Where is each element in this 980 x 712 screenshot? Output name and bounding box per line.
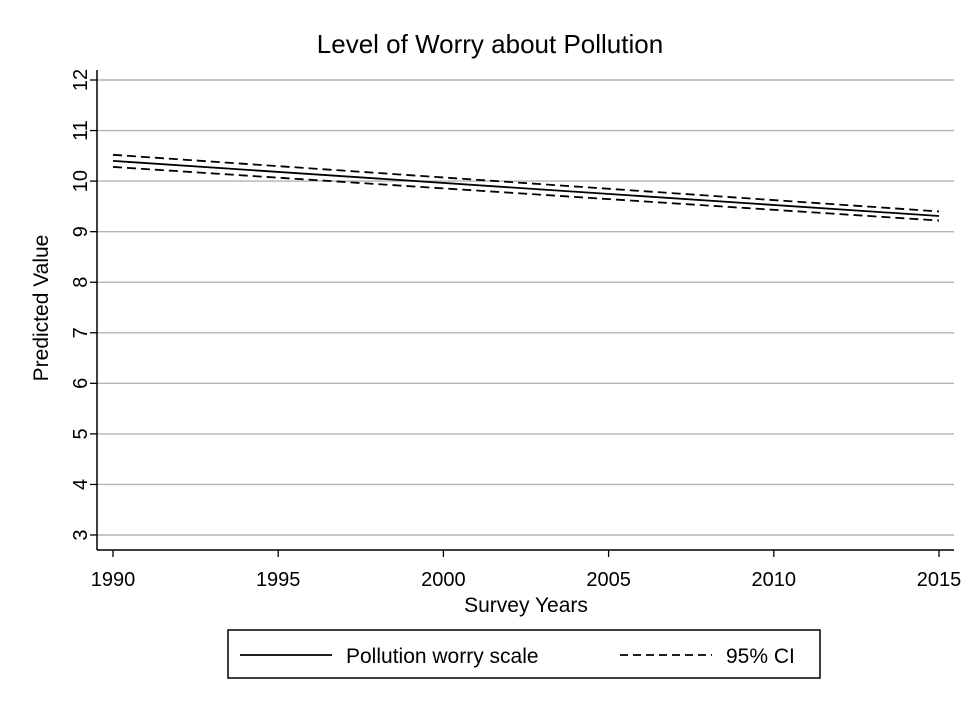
y-tick-label-12: 12 bbox=[70, 69, 92, 91]
ci-line-lower bbox=[112, 166, 940, 222]
legend-label-95-ci: 95% CI bbox=[726, 645, 795, 668]
x-tick-label-1995: 1995 bbox=[256, 569, 301, 591]
legend-box bbox=[227, 629, 821, 679]
y-tick-label-3: 3 bbox=[70, 529, 92, 540]
grid-lines bbox=[97, 79, 954, 536]
y-tick-label-7: 7 bbox=[70, 327, 92, 338]
x-axis-ticks: 1990 1995 2000 2005 2010 2015 bbox=[91, 550, 962, 591]
y-tick-label-9: 9 bbox=[70, 226, 92, 237]
x-tick-label-2015: 2015 bbox=[917, 569, 962, 591]
pollution-worry-line bbox=[112, 159, 940, 217]
x-tick-label-2005: 2005 bbox=[586, 569, 631, 591]
y-tick-label-8: 8 bbox=[70, 277, 92, 288]
legend-label-pollution-worry-scale: Pollution worry scale bbox=[346, 645, 539, 668]
y-tick-label-11: 11 bbox=[70, 120, 92, 141]
legend: Pollution worry scale 95% CI bbox=[227, 629, 821, 679]
chart-title: Level of Worry about Pollution bbox=[317, 29, 663, 59]
plot-frame bbox=[96, 70, 954, 551]
y-tick-label-5: 5 bbox=[70, 428, 92, 439]
x-axis-label: Survey Years bbox=[464, 594, 588, 617]
x-tick-label-2000: 2000 bbox=[421, 569, 466, 591]
x-tick-label-2010: 2010 bbox=[752, 569, 797, 591]
y-axis-label: Predicted Value bbox=[30, 235, 53, 382]
y-tick-label-6: 6 bbox=[70, 378, 92, 389]
y-axis-ticks: 3 4 5 6 7 8 9 10 11 12 bbox=[70, 69, 97, 541]
x-tick-label-1990: 1990 bbox=[91, 569, 136, 591]
series-lines bbox=[112, 153, 940, 222]
ci-line-upper bbox=[112, 153, 940, 213]
y-tick-label-10: 10 bbox=[70, 170, 92, 192]
y-tick-label-4: 4 bbox=[70, 479, 92, 490]
